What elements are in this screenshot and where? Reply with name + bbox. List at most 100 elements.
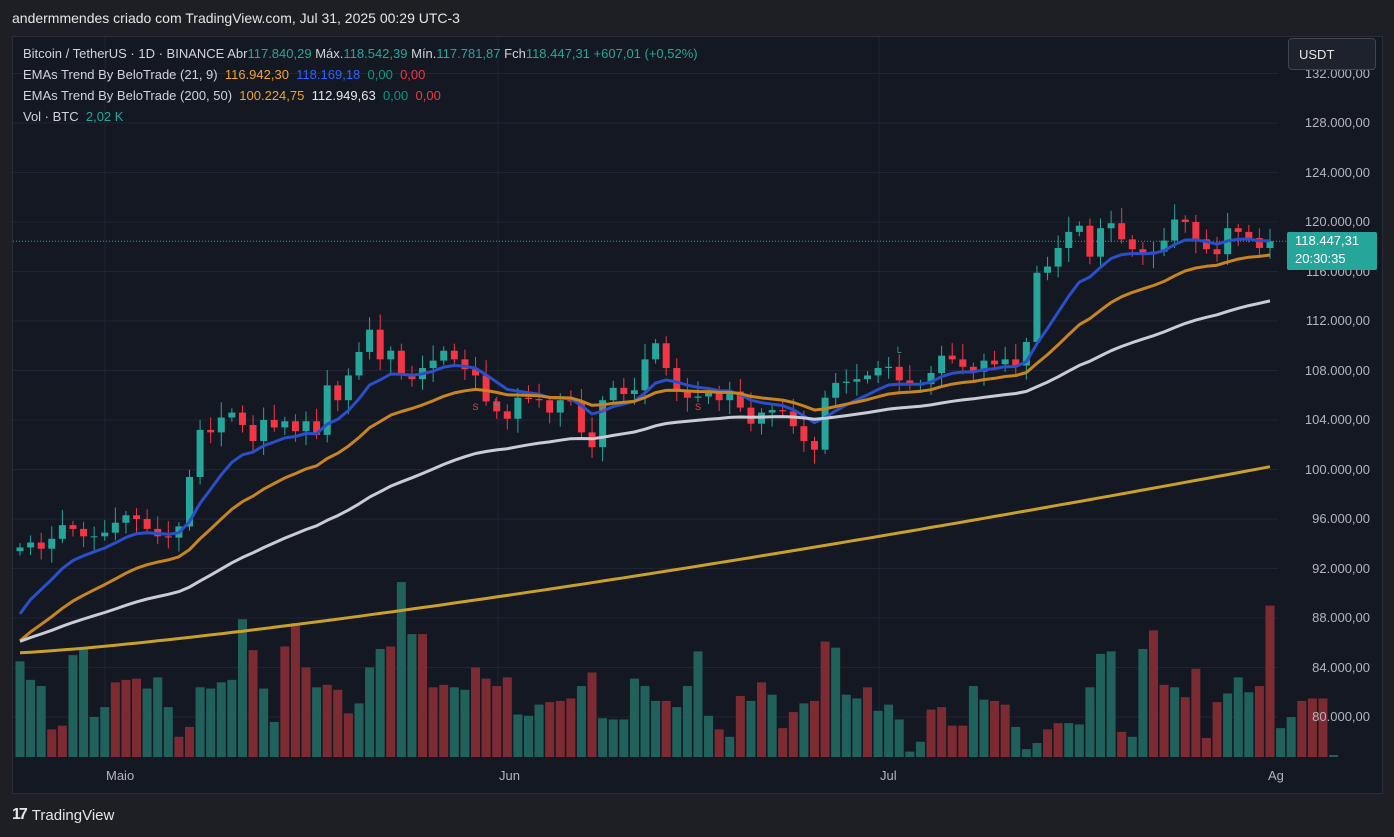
volume-bar: [894, 719, 904, 757]
candle: [482, 375, 490, 402]
volume-bar: [1318, 698, 1328, 757]
price-axis-label: 96.000,00: [1312, 511, 1370, 526]
price-axis-label: 88.000,00: [1312, 610, 1370, 625]
volume-bar: [1307, 698, 1317, 757]
volume-bar: [471, 667, 481, 757]
candle: [768, 410, 776, 413]
tradingview-brand[interactable]: 17 TradingView: [12, 806, 114, 824]
candle: [387, 350, 395, 360]
candle: [885, 366, 893, 369]
candle: [493, 401, 501, 412]
volume-bar: [396, 582, 406, 757]
volume-label: Vol · BTC: [23, 109, 79, 124]
price-chart[interactable]: S L S S L: [13, 37, 1380, 791]
candle: [344, 375, 352, 401]
price-axis-label: 104.000,00: [1304, 412, 1370, 427]
candle: [366, 329, 374, 352]
candle: [450, 350, 458, 360]
volume-bar: [110, 682, 120, 757]
currency-button[interactable]: USDT: [1288, 38, 1376, 70]
volume-bar: [852, 698, 862, 757]
volume-bar: [47, 729, 57, 757]
candle: [1234, 228, 1242, 232]
volume-bar: [947, 725, 957, 757]
candle: [355, 351, 363, 376]
candle: [736, 391, 744, 408]
candle: [334, 385, 342, 401]
candle: [196, 429, 204, 477]
volume-bar: [386, 646, 396, 757]
candle: [37, 542, 45, 549]
volume-bar: [523, 715, 533, 757]
candle: [874, 368, 882, 376]
candle: [641, 359, 649, 391]
volume-bar: [873, 710, 883, 757]
indicator-name: EMAs Trend By BeloTrade (21, 9): [23, 67, 218, 82]
volume-bar: [704, 715, 714, 757]
volume-bar: [545, 702, 555, 757]
volume-bar: [449, 687, 459, 757]
tradingview-logo-icon: 17: [12, 806, 28, 823]
volume-bar: [629, 678, 639, 757]
price-axis-label: 128.000,00: [1304, 115, 1370, 130]
candle: [821, 397, 829, 450]
candle: [1202, 239, 1210, 250]
volume-bar: [576, 686, 586, 757]
volume-bar: [26, 679, 36, 757]
candle: [461, 359, 469, 370]
candle: [715, 392, 723, 401]
volume-bar: [280, 646, 290, 757]
candle: [948, 355, 956, 360]
volume-bar: [312, 687, 322, 757]
indicator-value-2: 112.949,63: [311, 88, 376, 103]
indicator-legend-ema-21-9[interactable]: EMAs Trend By BeloTrade (21, 9) 116.942,…: [23, 67, 425, 82]
candle: [514, 397, 522, 419]
x-axis-label-aug: Ag: [1268, 768, 1284, 783]
volume-bar: [301, 667, 311, 757]
candle: [863, 375, 871, 380]
volume-bar: [153, 677, 163, 757]
volume-bar: [1254, 686, 1264, 757]
indicator-legend-ema-200-50[interactable]: EMAs Trend By BeloTrade (200, 50) 100.22…: [23, 88, 441, 103]
low-label: Mín.: [411, 46, 437, 61]
volume-bar: [862, 687, 872, 757]
candle: [620, 387, 628, 395]
candle: [577, 401, 585, 433]
candle: [779, 410, 787, 412]
candle: [842, 381, 850, 383]
signal-marker: S: [600, 403, 606, 413]
candle: [1266, 241, 1274, 248]
candle: [938, 355, 946, 373]
close-label: Fch: [504, 46, 526, 61]
volume-bar: [1138, 648, 1148, 757]
volume-bar: [1043, 729, 1053, 757]
candle: [164, 536, 172, 538]
candle: [599, 400, 607, 448]
symbol-name[interactable]: Bitcoin / TetherUS · 1D · BINANCE: [23, 46, 225, 61]
candle: [281, 421, 289, 428]
volume-bar: [343, 713, 353, 757]
volume-bar: [1180, 697, 1190, 757]
candle: [800, 426, 808, 442]
candle: [1054, 247, 1062, 267]
candle: [69, 525, 77, 529]
indicator-value-2: 118.169,18: [296, 67, 361, 82]
candle: [1086, 225, 1094, 257]
candle: [111, 522, 119, 533]
volume-bar: [513, 714, 523, 757]
candle: [524, 397, 532, 399]
open-value: 117.840,29: [247, 46, 312, 61]
volume-bar: [1021, 749, 1031, 757]
volume-bar: [937, 707, 947, 757]
volume-legend[interactable]: Vol · BTC 2,02 K: [23, 109, 123, 124]
candle: [959, 359, 967, 367]
ema-9-line: [18, 237, 1271, 615]
candle: [323, 385, 331, 435]
brand-name: TradingView: [31, 806, 115, 824]
volume-bar: [1329, 755, 1339, 757]
volume-bar: [163, 707, 173, 757]
candle: [1192, 222, 1200, 240]
volume-bar: [142, 688, 152, 757]
volume-bar: [767, 694, 777, 757]
volume-bar: [1244, 692, 1254, 757]
